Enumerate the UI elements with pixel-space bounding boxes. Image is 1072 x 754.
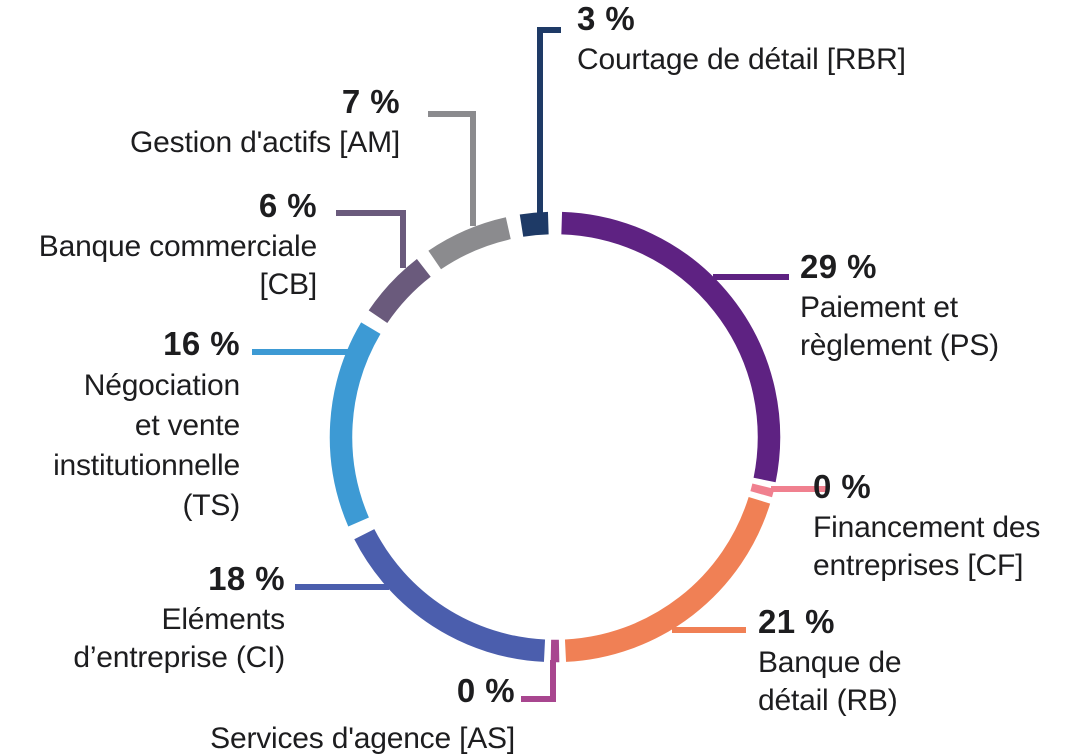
label-as-name: Services d'agence [AS]	[210, 722, 515, 754]
label-am: 7 % Gestion d'actifs [AM]	[130, 80, 400, 162]
label-ts-name: et vente	[134, 409, 240, 442]
label-as-pct: 0 %	[456, 672, 515, 709]
donut-segment-rb	[564, 496, 771, 662]
label-rb-name: Banque de	[758, 646, 902, 679]
label-cb: 6 % Banque commerciale [CB]	[39, 184, 317, 304]
label-rb-pct: 21 %	[758, 603, 835, 640]
label-cf-name: entreprises [CF]	[813, 549, 1024, 582]
label-cb-name: [CB]	[259, 268, 317, 301]
donut-segment-ts	[329, 322, 381, 527]
label-cb-pct: 6 %	[258, 187, 317, 224]
donut-segment-cf	[750, 483, 775, 498]
label-ps-pct: 29 %	[800, 248, 877, 285]
label-am-pct: 7 %	[341, 83, 400, 120]
label-as: 0 % Services d'agence [AS]	[210, 669, 515, 754]
label-ci-pct: 18 %	[208, 560, 285, 597]
label-rbr-name: Courtage de détail [RBR]	[577, 43, 906, 76]
leader-line-cb	[336, 210, 406, 268]
label-ps-name: Paiement et	[800, 291, 958, 324]
donut-segment-ci	[354, 529, 546, 662]
label-rbr-pct: 3 %	[577, 0, 636, 37]
label-ci: 18 % Eléments d’entreprise (CI)	[73, 557, 285, 677]
label-ps-name: règlement (PS)	[800, 329, 999, 362]
label-cf: 0 % Financement des entreprises [CF]	[813, 465, 1040, 585]
donut-segment-ps	[561, 211, 781, 483]
leader-line-rbr	[537, 27, 561, 215]
label-ts-name: institutionnelle	[53, 449, 240, 482]
label-rbr: 3 % Courtage de détail [RBR]	[577, 0, 906, 79]
label-rb-name: détail (RB)	[758, 684, 898, 717]
label-ts-name: Négociation	[83, 369, 240, 402]
donut-segment-am	[428, 217, 511, 270]
label-ps: 29 % Paiement et règlement (PS)	[800, 245, 999, 365]
leader-line-am	[428, 111, 476, 226]
label-ts-pct: 16 %	[163, 325, 240, 362]
label-cb-name: Banque commerciale	[38, 230, 317, 263]
label-am-name: Gestion d'actifs [AM]	[130, 126, 400, 159]
donut-segment-cb	[368, 259, 431, 324]
leader-line-as	[521, 660, 556, 702]
label-ts: 16 % Négociation et vente institutionnel…	[53, 322, 240, 526]
label-rb: 21 % Banque de détail (RB)	[758, 600, 902, 720]
label-cf-pct: 0 %	[813, 468, 872, 505]
label-ci-name: d’entreprise (CI)	[73, 641, 285, 674]
label-ts-name: (TS)	[182, 489, 240, 522]
label-cf-name: Financement des	[813, 511, 1041, 544]
label-ci-name: Eléments	[161, 603, 286, 636]
donut-segment-rbr	[519, 211, 549, 237]
